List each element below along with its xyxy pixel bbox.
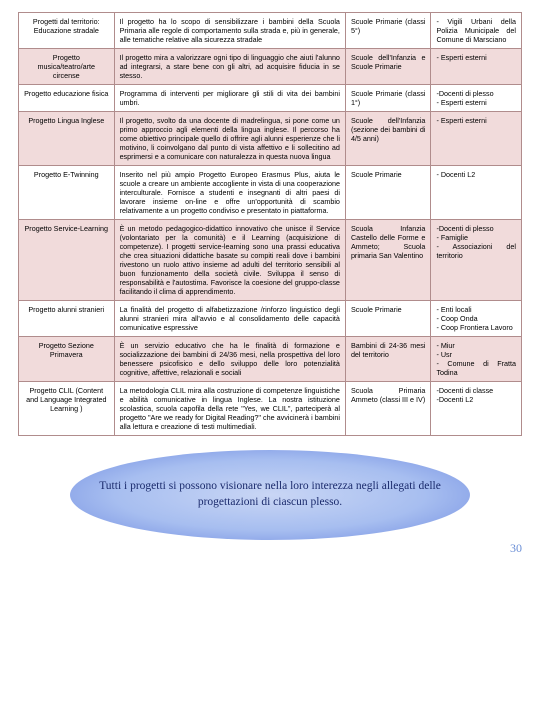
table-row: Progetto CLIL (Content and Language Inte… <box>19 382 522 436</box>
table-cell: Progetto Lingua Inglese <box>19 112 115 166</box>
table-cell: Progetto alunni stranieri <box>19 301 115 337</box>
table-cell: Il progetto ha lo scopo di sensibilizzar… <box>114 13 345 49</box>
table-cell: - Vigili Urbani della Polizia Municipale… <box>431 13 522 49</box>
table-cell: Scuole Primarie <box>345 166 431 220</box>
table-cell: Scuole Primarie (classi 5°) <box>345 13 431 49</box>
table-row: Progetto educazione fisicaProgramma di i… <box>19 85 522 112</box>
table-row: Progetto Sezione PrimaveraÈ un servizio … <box>19 337 522 382</box>
table-cell: -Docenti di plesso- Famiglie- Associazio… <box>431 220 522 301</box>
projects-table: Progetti dal territorio: Educazione stra… <box>18 12 522 436</box>
table-row: Progetto musica/teatro/arte circenseIl p… <box>19 49 522 85</box>
table-cell: Progetto musica/teatro/arte circense <box>19 49 115 85</box>
table-cell: Progetto E-Twinning <box>19 166 115 220</box>
table-cell: Scuole dell'Infanzia e Scuole Primarie <box>345 49 431 85</box>
table-cell: Progetto CLIL (Content and Language Inte… <box>19 382 115 436</box>
table-cell: - Miur- Usr- Comune di Fratta Todina <box>431 337 522 382</box>
table-cell: Scuole dell'Infanzia (sezione dei bambin… <box>345 112 431 166</box>
table-cell: Bambini di 24-36 mesi del territorio <box>345 337 431 382</box>
table-cell: Programma di interventi per migliorare g… <box>114 85 345 112</box>
footer-area: Tutti i progetti si possono visionare ne… <box>18 450 522 550</box>
table-cell: La metodologia CLIL mira alla costruzion… <box>114 382 345 436</box>
table-cell: Progetto Sezione Primavera <box>19 337 115 382</box>
table-cell: Il progetto mira a valorizzare ogni tipo… <box>114 49 345 85</box>
table-cell: Progetto Service-Learning <box>19 220 115 301</box>
table-cell: -Docenti di plesso- Esperti esterni <box>431 85 522 112</box>
table-cell: -Docenti di classe-Docenti L2 <box>431 382 522 436</box>
table-row: Progetto Lingua IngleseIl progetto, svol… <box>19 112 522 166</box>
footer-oval: Tutti i progetti si possono visionare ne… <box>70 450 470 540</box>
page-number: 30 <box>510 541 522 556</box>
table-cell: Scuola Primaria Ammeto (classi III e IV) <box>345 382 431 436</box>
table-row: Progetto Service-LearningÈ un metodo ped… <box>19 220 522 301</box>
table-cell: - Esperti esterni <box>431 112 522 166</box>
table-cell: - Esperti esterni <box>431 49 522 85</box>
table-row: Progetto E-TwinningInserito nel più ampi… <box>19 166 522 220</box>
table-cell: Scuole Primarie (classi 1°) <box>345 85 431 112</box>
table-cell: Il progetto, svolto da una docente di ma… <box>114 112 345 166</box>
table-cell: Progetto educazione fisica <box>19 85 115 112</box>
table-cell: È un metodo pedagogico-didattico innovat… <box>114 220 345 301</box>
table-row: Progetto alunni stranieriLa finalità del… <box>19 301 522 337</box>
footer-text: Tutti i progetti si possono visionare ne… <box>98 479 442 510</box>
table-cell: Inserito nel più ampio Progetto Europeo … <box>114 166 345 220</box>
table-cell: Progetti dal territorio: Educazione stra… <box>19 13 115 49</box>
table-cell: Scuola Infanzia Castello delle Forme e A… <box>345 220 431 301</box>
table-cell: - Docenti L2 <box>431 166 522 220</box>
table-cell: Scuole Primarie <box>345 301 431 337</box>
table-cell: È un servizio educativo che ha le finali… <box>114 337 345 382</box>
table-cell: - Enti locali- Coop Onda- Coop Frontiera… <box>431 301 522 337</box>
table-cell: La finalità del progetto di alfabetizzaz… <box>114 301 345 337</box>
table-row: Progetti dal territorio: Educazione stra… <box>19 13 522 49</box>
